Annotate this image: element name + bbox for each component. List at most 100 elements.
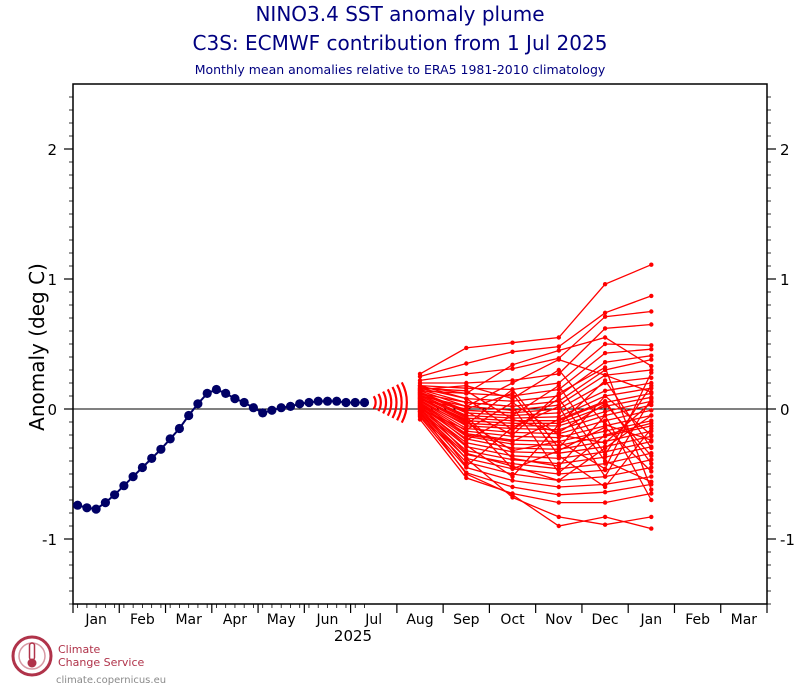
forecast-member-point [556, 417, 561, 422]
forecast-member-point [556, 357, 561, 362]
forecast-member-point [602, 484, 608, 490]
observed-point [313, 396, 323, 406]
forecast-member-line [419, 387, 652, 457]
x-tick-label: Feb [130, 612, 155, 628]
observed-point [91, 504, 101, 514]
x-tick-label: Nov [545, 612, 572, 628]
observed-point [174, 423, 184, 434]
forecast-member-line [420, 323, 652, 384]
forecast-member-point [556, 478, 561, 483]
forecast-member-point [556, 484, 561, 490]
forecast-member-point [464, 419, 469, 425]
observed-point [285, 401, 296, 411]
forecast-member-point [510, 340, 515, 345]
forecast-member-line [419, 336, 652, 395]
forecast-member-point [649, 445, 654, 451]
forecast-member-point [602, 445, 608, 451]
forecast-member-point [510, 362, 515, 367]
forecast-member-point [510, 432, 515, 438]
forecast-member-point [510, 380, 515, 386]
observed-point [137, 462, 147, 473]
forecast-member-line [419, 418, 652, 504]
forecast-member-point [417, 374, 423, 379]
forecast-member-point [417, 417, 423, 422]
forecast-member-line [419, 369, 652, 411]
forecast-member-point [649, 375, 654, 380]
forecast-start-arc [382, 391, 388, 414]
forecast-member-point [649, 461, 654, 466]
forecast-member-point [464, 383, 469, 388]
observed-point [258, 408, 268, 418]
forecast-member-point [556, 470, 561, 475]
y-tick-label-right: -1 [780, 531, 795, 549]
forecast-member-point [556, 335, 561, 340]
forecast-member-point [649, 413, 654, 418]
observed-point [100, 498, 110, 508]
forecast-member-point [510, 404, 515, 409]
forecast-member-point [417, 389, 423, 395]
x-tick-label: Feb [685, 612, 710, 628]
x-tick-label: Apr [223, 612, 247, 628]
forecast-member-point [602, 474, 608, 479]
forecast-member-point [602, 310, 608, 315]
forecast-member-point [556, 464, 561, 469]
forecast-start-arc [377, 393, 382, 412]
observed-point [156, 444, 166, 454]
observed-point [128, 472, 138, 482]
chart-title: NINO3.4 SST anomaly plume [255, 2, 545, 26]
brand-url: climate.copernicus.eu [56, 675, 167, 686]
forecast-member-point [649, 469, 654, 474]
year-label: 2025 [334, 627, 372, 645]
forecast-member-point [649, 426, 654, 431]
forecast-member-line [419, 408, 652, 526]
forecast-member-point [464, 345, 469, 351]
forecast-member-point [649, 343, 654, 348]
x-tick-label: Aug [406, 612, 433, 628]
forecast-member-point [510, 439, 515, 444]
observed-point [73, 500, 83, 510]
forecast-member-point [602, 282, 608, 287]
forecast-member-point [510, 425, 515, 430]
forecast-member-point [649, 491, 654, 496]
forecast-member-point [649, 432, 654, 438]
forecast-member-point [464, 396, 469, 401]
forecast-member-point [649, 514, 654, 520]
forecast-member-point [649, 457, 654, 462]
forecast-member-line [419, 399, 652, 431]
observed-point [239, 397, 249, 408]
y-tick-label-right: 2 [780, 141, 790, 159]
forecast-start-arc [396, 384, 403, 421]
forecast-member-line [419, 398, 652, 472]
forecast-member-point [556, 371, 561, 377]
forecast-member-line [419, 404, 652, 482]
forecast-member-point [464, 438, 469, 443]
forecast-start-arc [386, 388, 393, 417]
forecast-member-point [649, 497, 654, 503]
forecast-member-line [419, 396, 652, 424]
forecast-member-point [510, 417, 515, 422]
forecast-member-point [417, 397, 423, 403]
forecast-member-point [649, 389, 654, 395]
observed-point [147, 453, 157, 463]
forecast-member-point [556, 439, 561, 444]
y-axis-label: Anomaly (deg C) [25, 263, 49, 431]
observed-point [193, 399, 203, 409]
forecast-member-point [649, 526, 654, 531]
x-tick-label: Mar [175, 612, 202, 628]
forecast-member-point [602, 373, 608, 378]
forecast-member-point [649, 479, 654, 484]
y-tick-label-right: 1 [780, 271, 790, 289]
forecast-member-point [556, 383, 561, 388]
forecast-member-line [419, 372, 652, 470]
forecast-member-point [649, 465, 654, 470]
forecast-member-point [602, 458, 608, 464]
forecast-member-point [464, 414, 469, 419]
forecast-member-point [602, 409, 608, 414]
forecast-member-point [556, 344, 561, 349]
brand-line-2: Change Service [58, 656, 145, 669]
forecast-member-line [419, 295, 652, 378]
observed-point [295, 399, 305, 409]
forecast-member-point [602, 522, 608, 527]
observed-point [332, 396, 342, 406]
